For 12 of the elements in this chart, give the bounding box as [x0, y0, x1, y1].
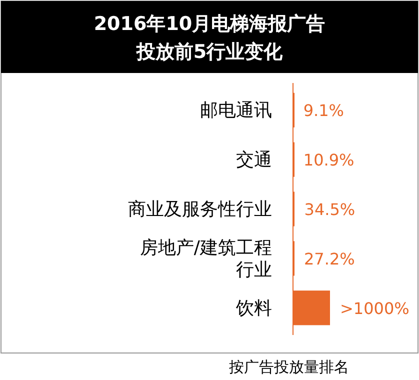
- data-label: 10.9%: [303, 150, 354, 170]
- y-tick-label: 商业及服务性行业: [128, 199, 272, 220]
- data-label: 34.5%: [304, 200, 356, 219]
- data-label: 9.1%: [303, 101, 344, 120]
- y-tick-label: 房地产/建筑工程行业: [140, 237, 272, 280]
- data-label: 27.2%: [304, 249, 355, 268]
- y-tick-label: 邮电通讯: [200, 100, 272, 122]
- text: 按广告投放量排名: [229, 358, 349, 376]
- chart-title: 2016年10月电梯海报广告投放前5行业变化: [94, 13, 326, 63]
- y-tick-label: 饮料: [235, 298, 272, 319]
- y-tick-label: 交通: [236, 150, 272, 171]
- data-label: >1000%: [340, 298, 410, 318]
